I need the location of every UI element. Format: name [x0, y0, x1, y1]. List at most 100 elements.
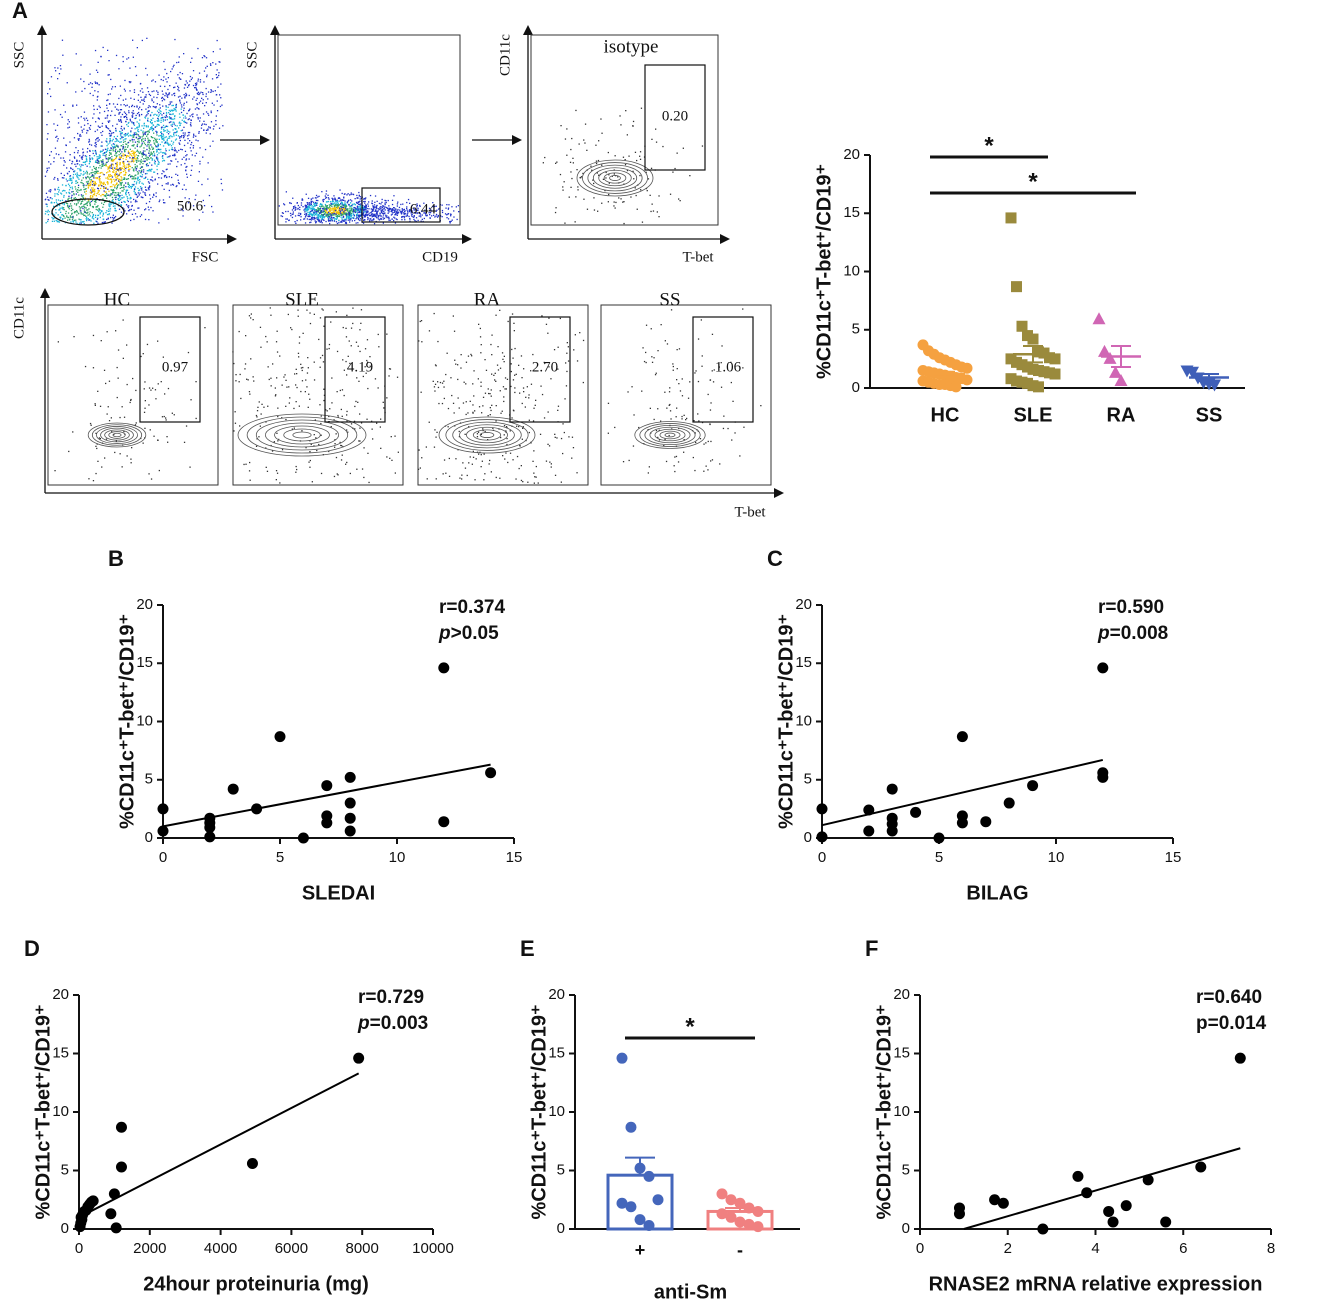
flow-dot — [175, 150, 177, 152]
flow-dot — [673, 465, 675, 467]
flow-dot — [53, 157, 55, 159]
flow-dot — [54, 195, 56, 197]
flow-dot — [365, 372, 367, 374]
flow-dot — [170, 124, 172, 126]
flow-dot — [123, 116, 125, 118]
flow-dot — [317, 199, 319, 202]
flow-dot — [328, 210, 331, 212]
flow-dot — [161, 156, 163, 158]
flow-dot — [153, 162, 156, 164]
flow-dot — [112, 148, 114, 150]
flow-dot — [530, 370, 532, 372]
flow-dot — [219, 105, 222, 108]
flow-dot — [411, 215, 413, 217]
flow-dot — [123, 431, 125, 433]
flow-dot — [202, 156, 204, 158]
flow-dot — [76, 214, 78, 216]
flow-dot — [324, 216, 326, 218]
flow-dot — [148, 140, 150, 142]
flow-dot — [76, 203, 78, 205]
flow-dot — [161, 90, 163, 92]
flow-dot — [164, 174, 167, 177]
flow-dot — [93, 183, 96, 185]
flow-dot — [131, 213, 134, 215]
flow-dot — [192, 113, 194, 115]
flow-dot — [185, 92, 187, 95]
flow-dot — [185, 170, 187, 172]
flow-dot — [383, 217, 386, 219]
flow-dot — [180, 136, 182, 138]
flow-dot — [320, 422, 322, 425]
flow-dot — [170, 140, 173, 142]
flow-dot — [105, 156, 107, 158]
flow-dot — [171, 125, 173, 127]
flow-dot — [157, 123, 160, 126]
flow-dot — [563, 181, 565, 183]
flow-dot — [608, 193, 610, 196]
flow-dot — [115, 330, 117, 332]
flow-dot — [126, 118, 128, 120]
flow-dot — [372, 210, 374, 212]
flow-dot — [162, 157, 164, 159]
flow-dot — [139, 137, 141, 139]
flow-dot — [504, 377, 507, 379]
flow-dot — [136, 178, 139, 180]
flow-dot — [129, 198, 131, 200]
flow-dot — [351, 204, 353, 206]
flow-dot — [296, 386, 298, 389]
flow-dot — [163, 176, 166, 178]
flow-dot — [190, 61, 192, 63]
flow-dot — [313, 379, 316, 381]
flow-dot — [383, 207, 385, 209]
flow-dot — [162, 118, 164, 121]
flow-dot — [163, 130, 165, 132]
flow-dot — [112, 203, 115, 205]
flow-dot — [168, 104, 170, 106]
flow-dot — [172, 66, 174, 68]
flow-dot — [148, 473, 150, 475]
flow-dot — [68, 192, 70, 194]
flow-dot — [91, 180, 93, 182]
flow-dot — [87, 214, 89, 216]
flow-dot — [58, 191, 60, 193]
flow-dot — [70, 209, 73, 212]
flow-dot — [88, 183, 90, 185]
flow-dot — [365, 213, 367, 216]
flow-dot — [149, 179, 152, 181]
flow-dot — [178, 142, 180, 144]
flow-dot — [697, 338, 700, 340]
flow-dot — [203, 81, 205, 83]
flow-dot — [165, 115, 167, 117]
flow-dot — [495, 314, 497, 316]
flow-dot — [46, 124, 48, 126]
flow-dot — [145, 155, 147, 157]
flow-dot — [325, 210, 327, 213]
flow-dot — [62, 54, 64, 56]
flow-dot — [124, 112, 127, 114]
flow-dot — [359, 413, 361, 415]
flow-dot — [48, 211, 50, 213]
flow-dot — [335, 208, 337, 210]
flow-dot — [63, 207, 65, 209]
flow-dot — [293, 427, 295, 429]
flow-dot — [96, 159, 98, 161]
flow-dot — [152, 124, 154, 126]
flow-dot — [354, 207, 356, 209]
flow-dot — [535, 399, 537, 401]
flow-dot — [457, 378, 459, 381]
flow-dot — [137, 151, 140, 153]
flow-dot — [173, 121, 175, 124]
flow-dot — [510, 385, 512, 388]
flow-dot — [156, 156, 158, 158]
flow-dot — [158, 108, 160, 110]
flow-dot — [464, 433, 466, 435]
flow-dot — [209, 133, 211, 135]
flow-dot — [78, 160, 81, 162]
flow-dot — [128, 112, 130, 114]
flow-dot — [263, 406, 265, 408]
flow-dot — [672, 171, 674, 173]
flow-dot — [275, 479, 277, 481]
flow-dot — [136, 105, 138, 107]
flow-dot — [171, 147, 173, 149]
flow-dot — [323, 399, 325, 402]
